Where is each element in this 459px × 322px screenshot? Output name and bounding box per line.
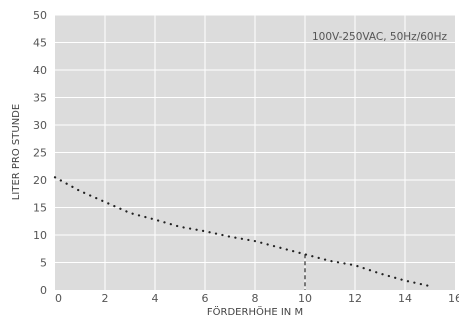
x-tick-label: 10 (298, 292, 312, 305)
x-tick-label: 4 (152, 292, 159, 305)
y-tick-labels: 0 5 10 15 20 25 30 35 40 45 50 (33, 9, 47, 297)
series-line (53, 176, 432, 288)
y-tick-label: 50 (33, 9, 47, 22)
x-tick-label: 2 (102, 292, 109, 305)
x-tick-label: 12 (348, 292, 362, 305)
x-tick-label: 6 (202, 292, 209, 305)
y-axis-title: LITER PRO STUNDE (11, 104, 22, 200)
x-axis-title: FÖRDERHÖHE IN M (207, 305, 303, 318)
y-tick-label: 0 (40, 284, 47, 297)
y-tick-label: 25 (33, 147, 47, 160)
x-tick-label: 8 (252, 292, 259, 305)
y-tick-label: 20 (33, 174, 47, 187)
annotation-text: 100V-250VAC, 50Hz/60Hz (312, 31, 448, 43)
y-tick-label: 45 (33, 37, 47, 50)
x-tick-label: 0 (55, 292, 62, 305)
x-tick-label: 14 (398, 292, 412, 305)
grid (55, 14, 455, 290)
y-tick-label: 10 (33, 229, 47, 242)
y-tick-label: 40 (33, 64, 47, 77)
x-tick-label: 16 (448, 292, 459, 305)
y-tick-label: 30 (33, 119, 47, 132)
x-tick-labels: 0 2 4 6 8 10 12 14 16 (55, 292, 459, 305)
y-tick-label: 15 (33, 202, 47, 215)
series-layer (53, 176, 432, 290)
y-tick-label: 5 (40, 257, 47, 270)
y-tick-label: 35 (33, 92, 47, 105)
